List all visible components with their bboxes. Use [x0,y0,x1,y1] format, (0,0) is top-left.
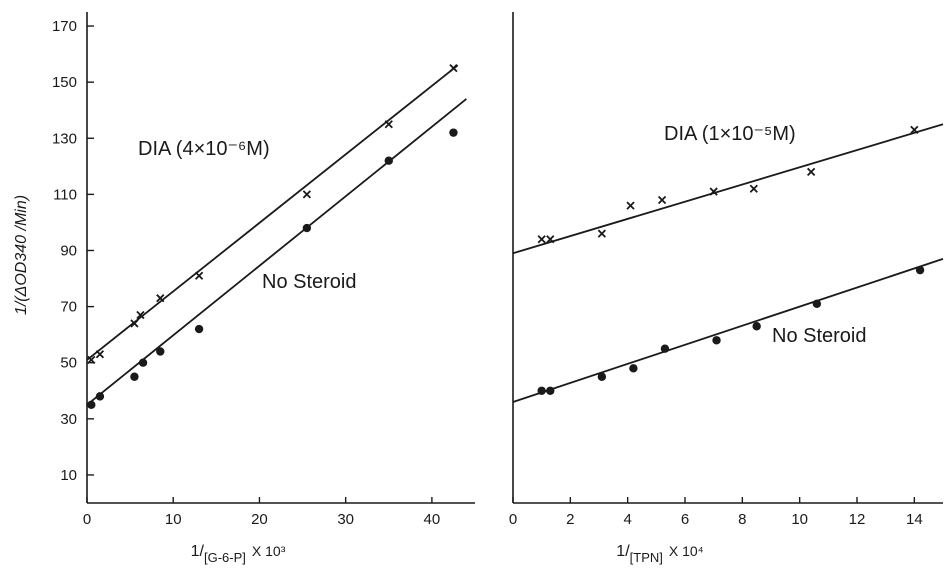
left-x-label-prefix: 1/ [191,543,205,560]
right-series-dia-x-point [910,125,919,134]
left-series-dia-x-point [156,294,165,303]
left-x-tick-label: 40 [424,511,441,528]
chart-marks: 0 10 20 30 40 10 30 50 70 90 110 130 150 170 0 2 4 6 8 10 12… [52,12,944,528]
left-series-no-steroid-dot-point [302,223,312,233]
left-series-dia-x-point [302,190,312,199]
left-series-no-steroid-dot-point [384,156,393,165]
right-x-tick-label: 2 [566,511,574,528]
left-y-tick-label: 170 [52,18,77,35]
left-y-tick-label: 30 [60,411,77,428]
right-series-no-steroid-dot-point [915,265,925,275]
left-series-no-steroid-dot-point [95,392,105,401]
left-series-no-steroid-fit-line [86,98,467,406]
left-x-tick-label: 30 [337,511,354,528]
right-x-label-bracket: [TPN] [630,550,663,565]
right-series-dia-x-point [626,201,635,210]
left-series-no-steroid-dot-point [138,358,148,367]
right-x-label-prefix: 1/ [616,543,630,560]
left-series-dia-x-point [95,350,105,359]
left-y-tick-label: 90 [60,242,77,259]
left-series-dia-x-point [449,63,458,73]
right-series-no-steroid-dot-point [629,364,638,373]
left-series-no-steroid-dot-point [449,128,458,137]
right-series-no-steroid-dot-point [712,336,721,345]
right-panel: DIA (1×10⁻⁵M) No Steroid 1/[TPN] X 10⁴ [616,123,866,565]
left-x-axis-label: 1/[G-6-P] X 10³ [191,543,286,565]
left-series-dia-x-point [384,120,393,129]
left-series-dia-x-point [136,310,145,320]
right-series-dia-x-point [537,235,546,244]
left-x-label-suffix: X 10³ [252,543,286,559]
right-x-tick-label: 8 [738,511,746,528]
left-dia-annotation: DIA (4×10⁻⁶M) [138,138,270,160]
left-y-tick-label: 110 [53,186,77,203]
left-series-dia-x-point [130,319,139,328]
right-series-dia-x-point [806,167,816,177]
right-series-dia-x-point [749,184,758,193]
right-series-dia-x-point [709,187,718,196]
right-x-tick-label: 4 [623,511,631,528]
left-series-dia-x-point [87,355,96,365]
right-series-no-steroid-dot-point [597,372,607,381]
right-x-tick-label: 10 [791,511,808,528]
left-series-no-steroid-dot-point [156,347,165,356]
right-series-dia-x-point [597,229,607,238]
right-series-no-steroid-dot-point [812,299,822,308]
left-x-tick-label: 0 [83,511,91,528]
right-x-tick-label: 6 [681,511,689,528]
left-no-steroid-annotation: No Steroid [262,271,357,293]
right-dia-annotation: DIA (1×10⁻⁵M) [664,123,796,145]
left-series-no-steroid-dot-point [194,324,204,334]
left-y-tick-label: 150 [52,74,77,91]
right-series-no-steroid-fit-line [512,258,944,403]
right-x-axis-label: 1/[TPN] X 10⁴ [616,543,703,565]
left-series-dia-fit-line [86,64,459,361]
left-panel: 1/(ΔOD340 /Min) DIA (4×10⁻⁶M) No Steroid… [13,138,357,565]
left-x-tick-label: 20 [251,511,268,528]
left-y-tick-label: 50 [60,355,77,372]
right-x-tick-label: 0 [509,511,517,528]
right-no-steroid-annotation: No Steroid [772,325,867,347]
left-y-tick-label: 10 [60,467,77,484]
right-series-dia-fit-line [512,123,944,255]
left-y-axis-label: 1/(ΔOD340 /Min) [13,195,30,315]
left-y-tick-label: 130 [52,130,77,147]
right-series-no-steroid-dot-point [752,322,761,331]
right-x-tick-label: 12 [849,511,866,528]
right-x-tick-label: 14 [906,511,923,528]
left-series-no-steroid-dot-point [87,400,96,409]
right-series-dia-x-point [546,235,555,244]
right-series-no-steroid-dot-point [546,386,555,395]
right-series-no-steroid-dot-point [660,344,670,353]
left-series-dia-x-point [194,271,204,280]
left-y-tick-label: 70 [60,299,77,316]
right-series-no-steroid-dot-point [537,386,546,395]
right-series-dia-x-point [657,195,667,205]
left-series-no-steroid-dot-point [130,372,139,381]
right-x-label-suffix: X 10⁴ [669,543,704,559]
left-x-label-bracket: [G-6-P] [204,550,246,565]
left-x-tick-label: 10 [165,511,182,528]
